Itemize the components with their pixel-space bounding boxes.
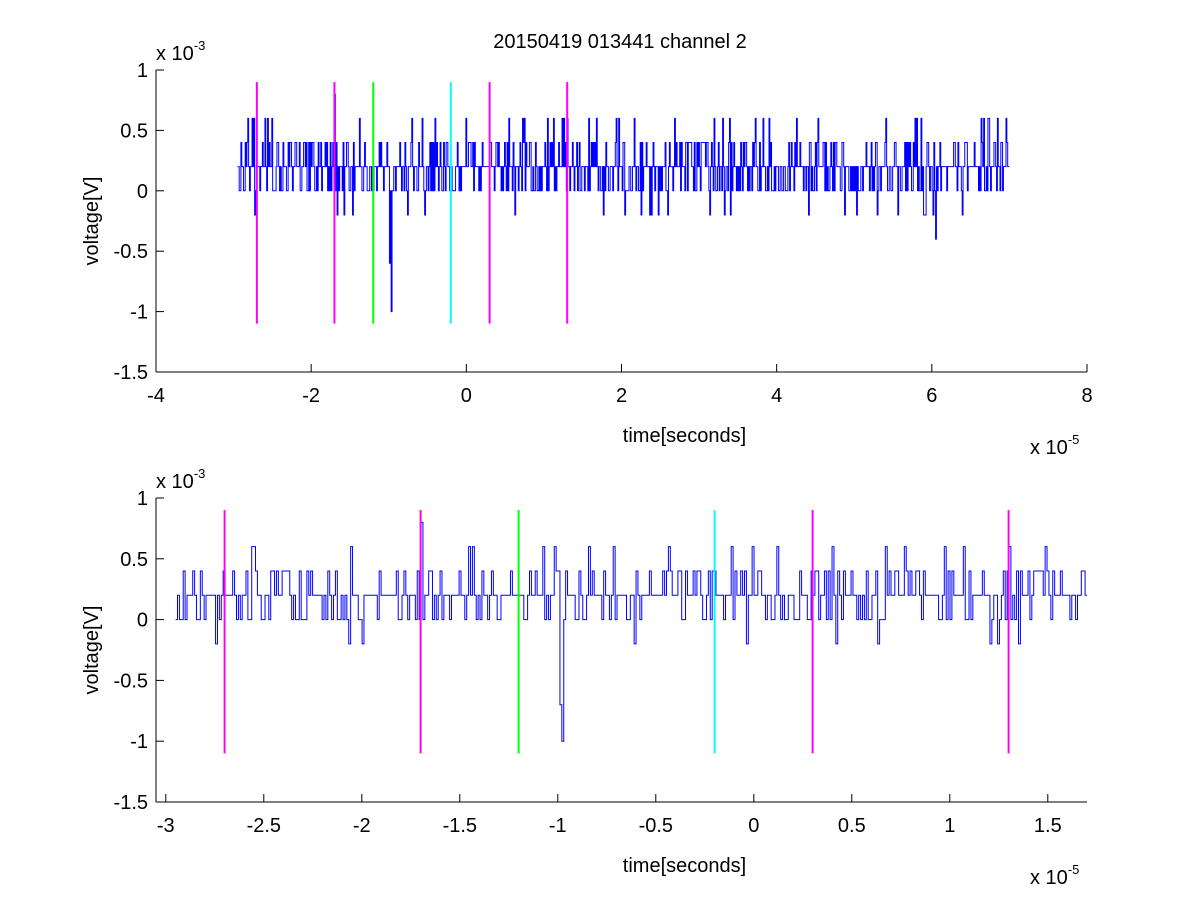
axes-bottom-ytick-label-2: -0.5 <box>114 670 148 692</box>
axes-top-xtick-label-5: 6 <box>926 385 937 407</box>
axes-top-ylabel: voltage[V] <box>81 177 103 266</box>
axes-bottom-xtick-label-3: -1.5 <box>443 815 477 837</box>
axes-bottom-ytick-label-4: 0.5 <box>120 549 148 571</box>
axes-top-xlabel: time[seconds] <box>623 425 746 447</box>
axes-top-xtick-label-2: 0 <box>461 385 472 407</box>
axes-top-xtick-label-4: 4 <box>771 385 782 407</box>
axes-top-xtick-label-6: 8 <box>1081 385 1092 407</box>
axes-bottom-xtick-label-7: 0.5 <box>838 815 866 837</box>
axes-top-signal-line <box>237 93 1010 313</box>
axes-bottom-x-exponent: x 10-5 <box>1030 862 1079 889</box>
axes-bottom: -3 -2.5 -2 -1.5 -1 -0.5 0 0.5 1 1.5 -1.5 -1 -0.5 0 0.5… <box>81 466 1087 889</box>
axes-top: -4 -2 0 2 4 6 8 -1.5 -1 -0.5 0 0.5 1 time[seconds] vol… <box>81 38 1093 459</box>
axes-bottom-xtick-label-2: -2 <box>353 815 371 837</box>
axes-bottom-ytick-label-0: -1.5 <box>114 792 148 814</box>
axes-bottom-xlabel: time[seconds] <box>623 855 746 877</box>
axes-bottom-xtick-label-4: -1 <box>549 815 567 837</box>
axes-top-xtick-label-0: -4 <box>147 385 165 407</box>
axes-bottom-xtick-label-9: 1.5 <box>1034 815 1062 837</box>
figure-title: 20150419 013441 channel 2 <box>493 31 747 53</box>
axes-top-xtick-label-3: 2 <box>616 385 627 407</box>
axes-bottom-xtick-label-5: -0.5 <box>639 815 673 837</box>
axes-top-ytick-label-0: -1.5 <box>114 362 148 384</box>
axes-top-ytick-label-4: 0.5 <box>120 120 148 142</box>
axes-bottom-y-exponent: x 10-3 <box>156 466 205 493</box>
axes-bottom-ytick-label-3: 0 <box>137 610 148 632</box>
axes-bottom-signal-line <box>175 521 1087 742</box>
axes-top-xtick-label-1: -2 <box>302 385 320 407</box>
axes-bottom-ytick-label-5: 1 <box>137 488 148 510</box>
axes-top-ytick-label-2: -0.5 <box>114 241 148 263</box>
axes-bottom-xtick-label-6: 0 <box>748 815 759 837</box>
axes-top-ytick-label-3: 0 <box>137 181 148 203</box>
axes-bottom-ytick-label-1: -1 <box>130 731 148 753</box>
axes-bottom-xtick-label-8: 1 <box>944 815 955 837</box>
axes-top-ytick-label-5: 1 <box>137 60 148 82</box>
axes-top-x-exponent: x 10-5 <box>1030 432 1079 459</box>
axes-top-ytick-label-1: -1 <box>130 302 148 324</box>
axes-top-y-exponent: x 10-3 <box>156 38 205 65</box>
axes-bottom-xtick-label-0: -3 <box>157 815 175 837</box>
axes-bottom-xtick-label-1: -2.5 <box>247 815 281 837</box>
axes-bottom-ylabel: voltage[V] <box>81 606 103 695</box>
